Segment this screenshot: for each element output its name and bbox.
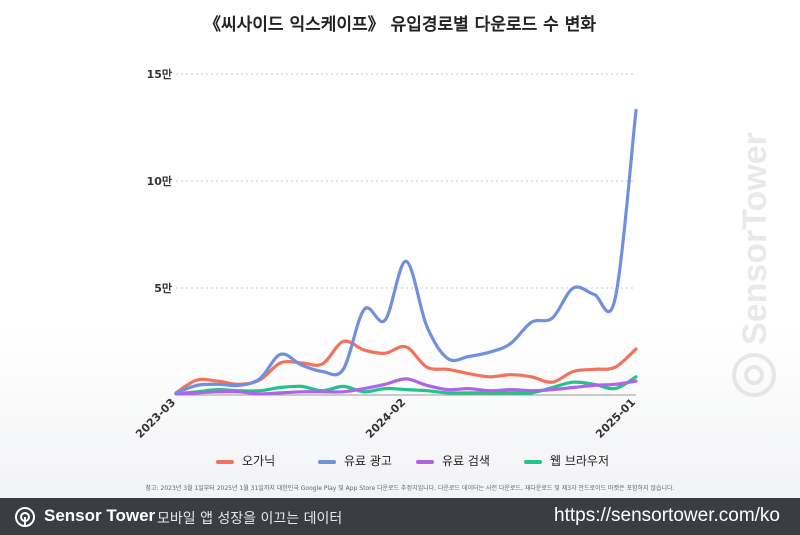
legend-web-browser: 웹 브라우저 bbox=[524, 452, 609, 468]
footer-tagline: 모바일 앱 성장을 이끄는 데이터 bbox=[157, 511, 343, 527]
watermark-logo-icon bbox=[732, 353, 776, 397]
legend-label-paid-search: 유료 검색 bbox=[442, 454, 490, 468]
watermark-text: SensorTower bbox=[736, 132, 774, 345]
legend-organic: 오가닉 bbox=[216, 452, 275, 468]
chart-background bbox=[0, 0, 800, 498]
legend-label-organic: 오가닉 bbox=[242, 454, 276, 468]
series-line-3 bbox=[174, 375, 638, 396]
footer-bar: Sensor Tower 모바일 앱 성장을 이끄는 데이터 https://s… bbox=[0, 498, 800, 535]
x-tick-label-2: 2025-01 bbox=[593, 396, 638, 441]
legend-swatch-organic bbox=[216, 459, 234, 464]
y-tick-label-0: 15만 bbox=[147, 67, 172, 81]
legend-paid-ads: 유료 광고 bbox=[318, 452, 392, 468]
footer-url[interactable]: https://sensortower.com/ko bbox=[554, 505, 780, 526]
footnote: 참고: 2023년 3월 1일부터 2025년 1월 31일까지 대한민국 Go… bbox=[145, 485, 675, 492]
series-line-2 bbox=[174, 377, 638, 396]
series-line-1 bbox=[174, 108, 638, 395]
chart-title: 《씨사이드 익스케이프》 유입경로별 다운로드 수 변화 bbox=[203, 15, 597, 35]
footer-brand: Sensor Tower bbox=[44, 506, 156, 525]
legend-label-paid-ads: 유료 광고 bbox=[344, 454, 392, 468]
y-tick-label-2: 5만 bbox=[154, 281, 172, 295]
x-tick-label-0: 2023-03 bbox=[133, 396, 178, 441]
legend-swatch-paid-ads bbox=[318, 459, 336, 464]
legend-label-web-browser: 웹 브라우저 bbox=[550, 454, 610, 468]
line-chart: 15만 10만 5만 2023-03 2024-02 2025-01 bbox=[133, 67, 638, 441]
sensor-tower-logo-icon bbox=[15, 507, 35, 527]
legend-swatch-paid-search bbox=[416, 459, 434, 464]
x-tick-label-1: 2024-02 bbox=[363, 396, 408, 441]
legend-paid-search: 유료 검색 bbox=[416, 452, 490, 468]
y-tick-label-1: 10만 bbox=[147, 174, 172, 188]
legend-swatch-web-browser bbox=[524, 459, 542, 464]
sensor-tower-watermark: SensorTower bbox=[732, 132, 776, 397]
